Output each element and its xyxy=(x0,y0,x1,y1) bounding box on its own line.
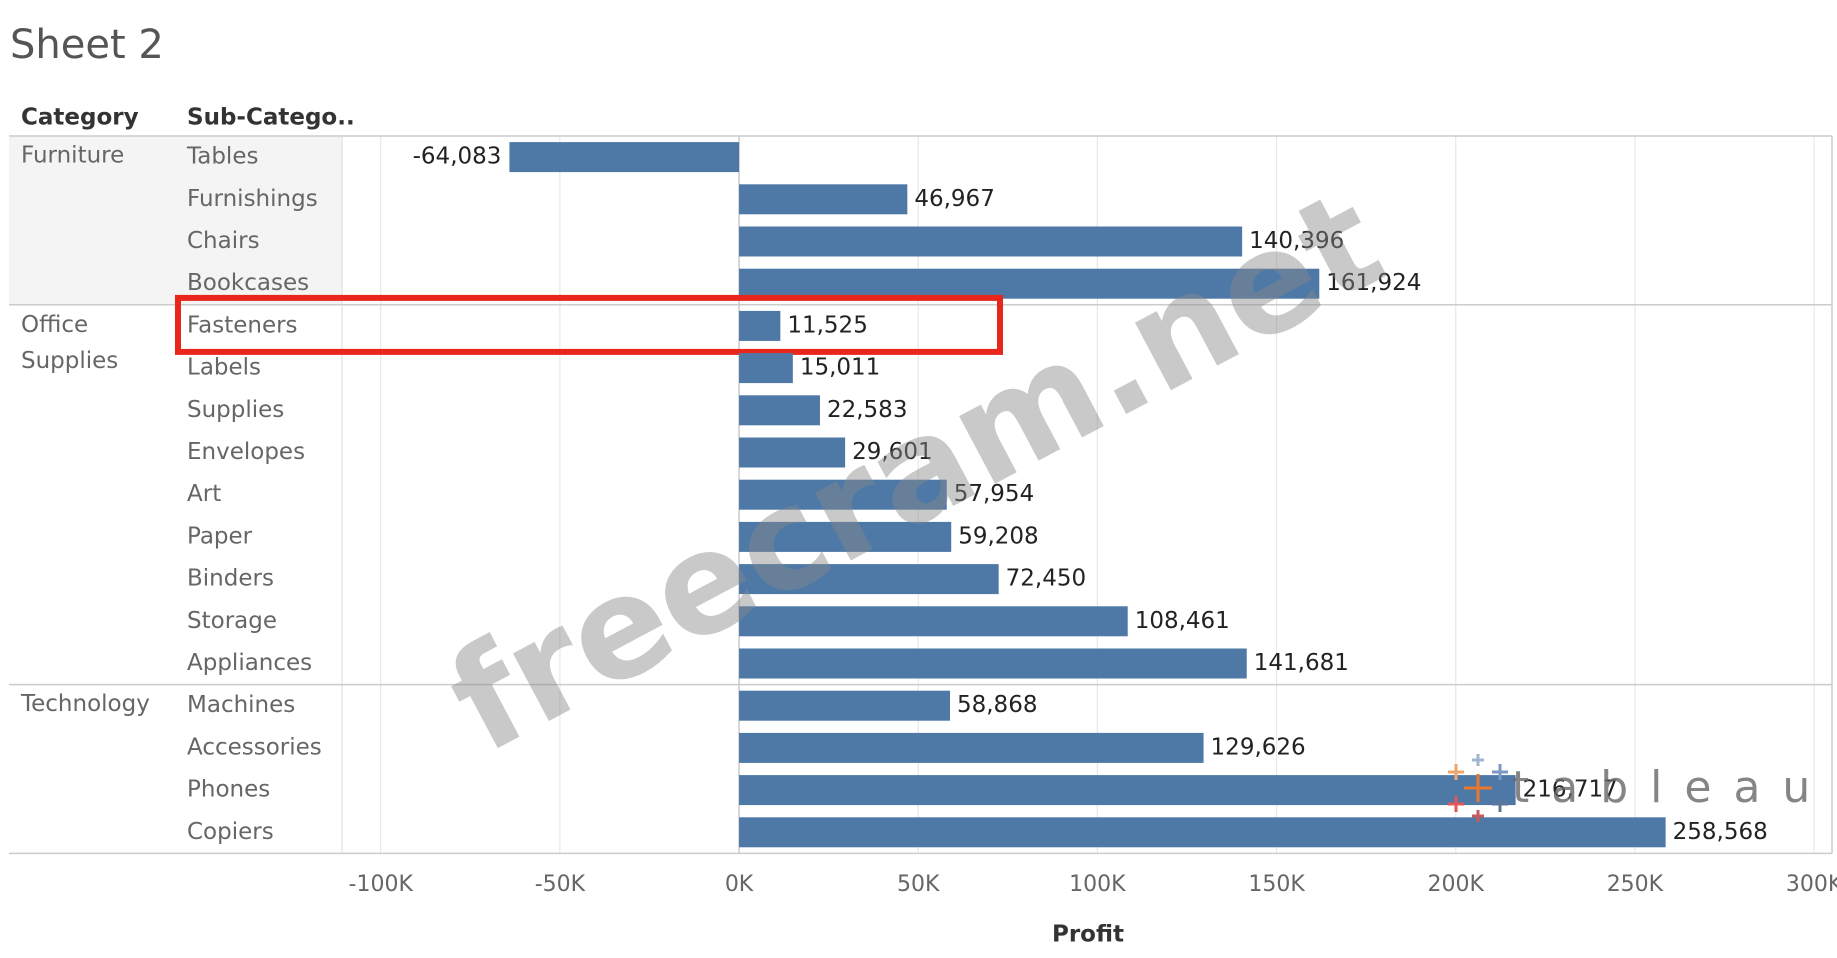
column-header: Sub-Catego.. xyxy=(187,105,355,131)
sub-category-label: Machines xyxy=(187,692,295,718)
value-label: 22,583 xyxy=(827,397,907,423)
bar xyxy=(739,564,999,595)
sub-category-label: Accessories xyxy=(187,734,322,760)
selected-cell xyxy=(9,136,342,305)
bar xyxy=(739,479,947,510)
sub-category-label: Chairs xyxy=(187,228,260,254)
bar xyxy=(739,606,1128,637)
value-label: 258,568 xyxy=(1673,819,1768,845)
x-tick-label: 300K xyxy=(1786,872,1837,897)
value-label: 129,626 xyxy=(1211,734,1306,760)
x-tick-label: -50K xyxy=(535,872,586,897)
sub-category-label: Envelopes xyxy=(187,439,305,465)
value-label: 57,954 xyxy=(954,481,1034,507)
sub-category-label: Fasteners xyxy=(187,312,298,338)
bar xyxy=(739,648,1247,679)
x-tick-label: 250K xyxy=(1607,872,1664,897)
value-label: 72,450 xyxy=(1006,566,1086,592)
value-label: 141,681 xyxy=(1254,650,1349,676)
value-label: -64,083 xyxy=(413,144,502,170)
value-label: 46,967 xyxy=(914,186,994,212)
sub-category-label: Copiers xyxy=(187,819,274,845)
bar xyxy=(739,268,1320,299)
bar xyxy=(739,310,781,341)
value-label: 11,525 xyxy=(787,312,867,338)
sub-category-label: Tables xyxy=(186,144,258,170)
category-label-line: Office xyxy=(21,311,88,337)
x-axis-label: Profit xyxy=(1052,922,1124,948)
value-label: 29,601 xyxy=(852,439,932,465)
category-label: Office Supplies xyxy=(21,311,118,373)
bar xyxy=(739,775,1516,806)
sub-category-label: Storage xyxy=(187,608,277,634)
category-label: Furniture xyxy=(21,143,124,169)
x-tick-label: -100K xyxy=(349,872,414,897)
x-tick-label: 150K xyxy=(1248,872,1305,897)
category-label-line: Supplies xyxy=(21,347,118,373)
x-tick-label: 0K xyxy=(725,872,754,897)
sub-category-label: Phones xyxy=(187,777,270,803)
logo-mark xyxy=(1448,754,1508,822)
highlight-box xyxy=(175,294,1003,355)
x-tick-label: 100K xyxy=(1069,872,1126,897)
value-label: 161,924 xyxy=(1326,270,1421,296)
category-label: Technology xyxy=(20,691,150,717)
bar xyxy=(739,690,950,721)
bar xyxy=(739,521,952,552)
sub-category-label: Binders xyxy=(187,566,274,592)
value-label: 216,717 xyxy=(1523,777,1618,803)
column-header: Category xyxy=(21,105,139,131)
sub-category-label: Appliances xyxy=(187,650,312,676)
bar xyxy=(739,184,908,215)
bar xyxy=(739,226,1243,257)
bar xyxy=(739,817,1666,848)
value-label: 59,208 xyxy=(958,523,1038,549)
sub-category-label: Supplies xyxy=(187,397,284,423)
x-tick-label: 50K xyxy=(897,872,940,897)
value-label: 58,868 xyxy=(957,692,1037,718)
value-label: 108,461 xyxy=(1135,608,1230,634)
sheet-title: Sheet 2 xyxy=(10,22,164,68)
bar xyxy=(739,437,846,468)
sub-category-label: Art xyxy=(187,481,221,507)
x-tick-label: 200K xyxy=(1428,872,1485,897)
sub-category-label: Bookcases xyxy=(187,270,309,296)
bar xyxy=(739,353,793,384)
sub-category-label: Labels xyxy=(187,355,261,381)
value-label: 15,011 xyxy=(800,355,880,381)
bar xyxy=(739,732,1204,763)
bar xyxy=(509,142,740,173)
logo-text: tableau xyxy=(1512,762,1832,813)
sub-category-label: Furnishings xyxy=(187,186,318,212)
bar xyxy=(739,395,820,426)
sub-category-label: Paper xyxy=(187,523,253,549)
value-label: 140,396 xyxy=(1249,228,1344,254)
